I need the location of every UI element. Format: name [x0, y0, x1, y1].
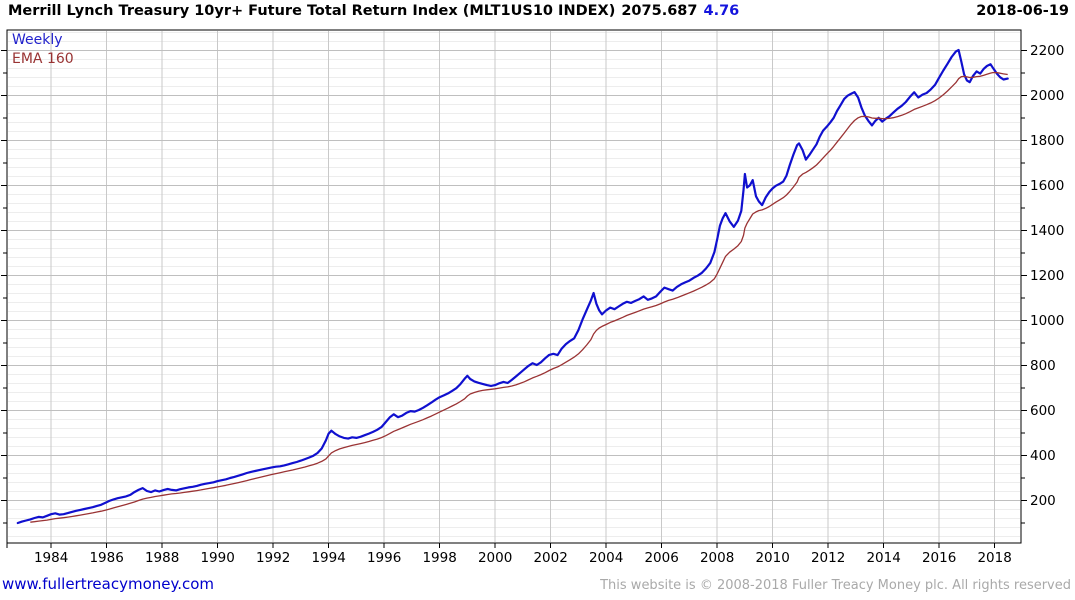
- x-tick-label: 2016: [922, 550, 956, 566]
- price-line: [16, 48, 1009, 525]
- ema-line: [30, 71, 1008, 523]
- y-tick-label: 1200: [1030, 268, 1064, 284]
- chart-title: Merrill Lynch Treasury 10yr+ Future Tota…: [8, 3, 739, 19]
- x-tick-label: 1992: [256, 550, 290, 566]
- x-tick-label: 1990: [200, 550, 234, 566]
- x-tick-label: 2010: [755, 550, 789, 566]
- y-tick-label: 2200: [1030, 43, 1064, 59]
- y-tick-label: 1400: [1030, 223, 1064, 239]
- x-tick-label: 1988: [145, 550, 179, 566]
- y-tick-label: 2000: [1030, 88, 1064, 104]
- plot-border: [6, 29, 1022, 544]
- copyright-text: This website is © 2008-2018 Fuller Treac…: [600, 578, 1071, 593]
- y-tick-label: 800: [1030, 358, 1056, 374]
- x-tick-label: 2014: [866, 550, 900, 566]
- x-tick-label: 2000: [478, 550, 512, 566]
- change-value: 4.76: [703, 3, 740, 19]
- x-tick-label: 1984: [34, 550, 68, 566]
- x-tick-label: 1996: [367, 550, 401, 566]
- y-tick-label: 200: [1030, 493, 1056, 509]
- y-tick-label: 1800: [1030, 133, 1064, 149]
- x-tick-label: 2018: [977, 550, 1011, 566]
- y-tick-label: 1600: [1030, 178, 1064, 194]
- x-tick-label: 2002: [533, 550, 567, 566]
- legend-frequency: Weekly: [12, 32, 63, 48]
- y-tick-label: 400: [1030, 448, 1056, 464]
- legend-ema: EMA 160: [12, 51, 74, 67]
- x-tick-label: 1986: [89, 550, 123, 566]
- chart-legend: Weekly EMA 160: [12, 31, 74, 69]
- site-link[interactable]: www.fullertreacymoney.com: [2, 575, 215, 593]
- last-value: 2075.687: [621, 3, 698, 19]
- chart-title-text: Merrill Lynch Treasury 10yr+ Future Tota…: [8, 3, 616, 19]
- y-tick-label: 600: [1030, 403, 1056, 419]
- x-tick-label: 1998: [422, 550, 456, 566]
- x-tick-label: 2008: [700, 550, 734, 566]
- date-label: 2018-06-19: [976, 3, 1069, 19]
- x-tick-label: 2012: [811, 550, 845, 566]
- y-tick-label: 1000: [1030, 313, 1064, 329]
- x-tick-label: 2006: [644, 550, 678, 566]
- x-tick-label: 2004: [589, 550, 623, 566]
- x-tick-label: 1994: [311, 550, 345, 566]
